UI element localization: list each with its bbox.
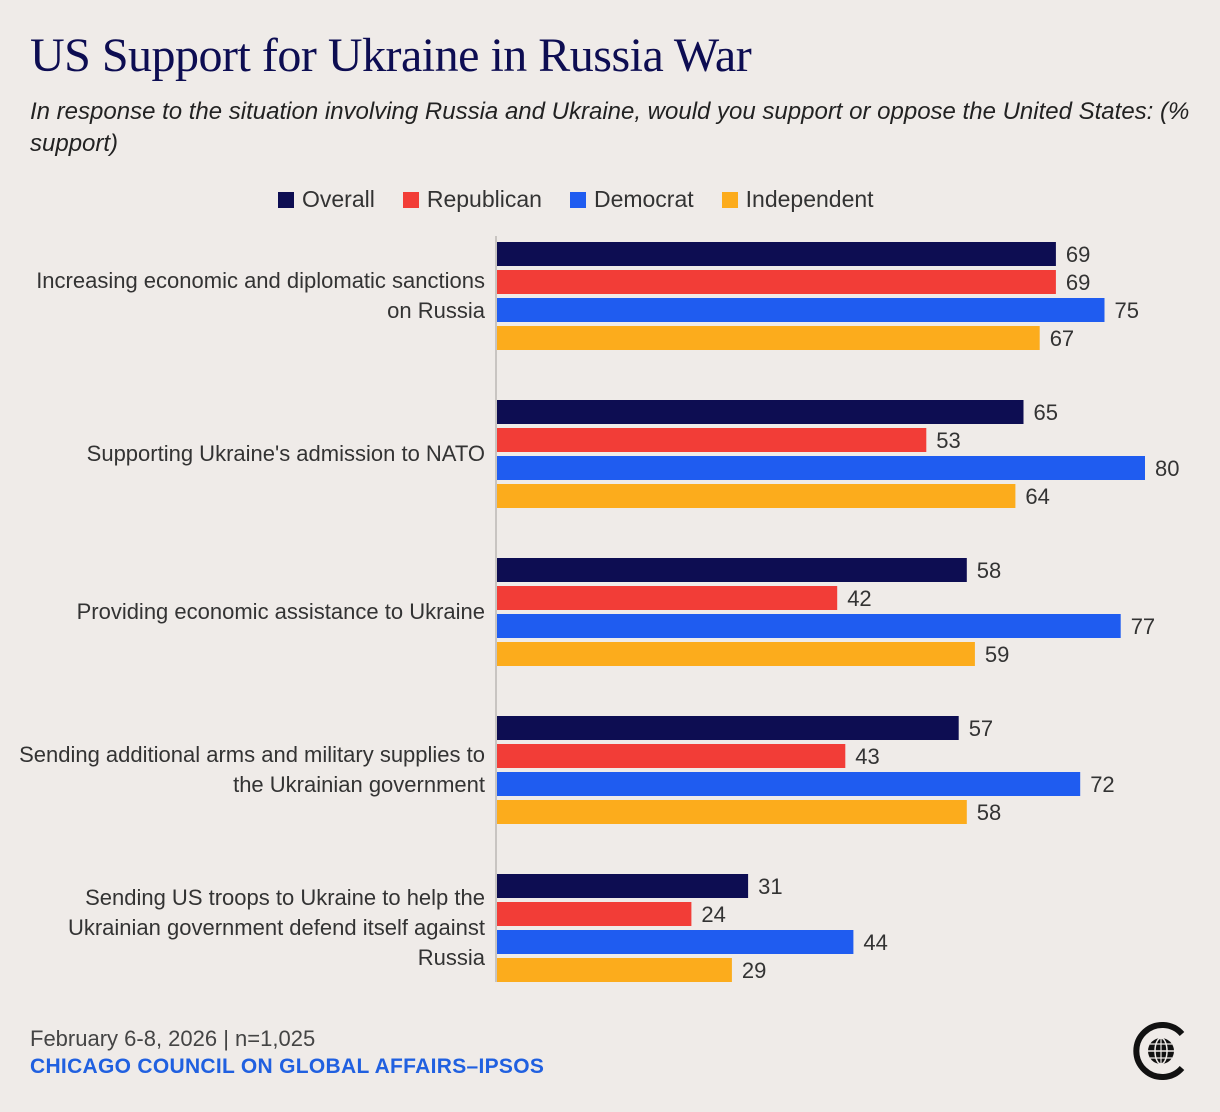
legend-swatch-independent [721, 191, 738, 208]
bar-republican-3 [497, 586, 838, 610]
legend-label-republican: Republican [426, 186, 542, 212]
bar-independent-1 [497, 326, 1040, 350]
legend-swatch-republican [402, 191, 419, 208]
footer-source: CHICAGO COUNCIL ON GLOBAL AFFAIRS–IPSOS [30, 1055, 545, 1078]
data-label-overall-3: 58 [977, 558, 1001, 583]
data-label-democrat-5: 44 [863, 930, 887, 955]
data-label-overall-2: 65 [1034, 400, 1058, 425]
data-label-independent-4: 58 [977, 800, 1001, 825]
legend: Overall Republican Democrat Independent [278, 186, 874, 213]
legend-label-democrat: Democrat [593, 186, 694, 212]
data-label-democrat-1: 75 [1115, 298, 1139, 323]
data-label-republican-2: 53 [936, 428, 960, 453]
data-label-republican-1: 69 [1066, 270, 1090, 295]
data-label-republican-3: 42 [847, 586, 871, 611]
bar-independent-5 [497, 958, 732, 982]
bar-republican-5 [497, 902, 692, 926]
bar-democrat-3 [497, 614, 1121, 638]
category-label-5: Sending US troops to Ukraine to help the… [67, 885, 485, 970]
legend-label-independent: Independent [745, 186, 874, 212]
data-label-republican-5: 24 [701, 902, 725, 927]
bar-democrat-4 [497, 772, 1081, 796]
bar-overall-4 [497, 716, 959, 740]
bar-republican-4 [497, 744, 846, 768]
bar-overall-2 [497, 400, 1024, 424]
data-label-overall-4: 57 [969, 716, 993, 741]
category-label-1: Increasing economic and diplomatic sanct… [36, 268, 485, 323]
legend-item-independent: Independent [721, 186, 874, 213]
bar-independent-3 [497, 642, 975, 666]
data-label-republican-4: 43 [855, 744, 879, 769]
category-label-2: Supporting Ukraine's admission to NATO [86, 441, 485, 466]
data-label-independent-3: 59 [985, 642, 1009, 667]
legend-swatch-democrat [569, 191, 586, 208]
legend-item-republican: Republican [402, 186, 542, 213]
data-label-overall-1: 69 [1066, 242, 1090, 267]
data-label-independent-5: 29 [742, 958, 766, 983]
data-label-independent-1: 67 [1050, 326, 1074, 351]
footer-date: February 6-8, 2026 | n=1,025 [30, 1026, 316, 1051]
bar-republican-1 [497, 270, 1056, 294]
data-label-democrat-4: 72 [1090, 772, 1114, 797]
bar-overall-5 [497, 874, 749, 898]
data-label-democrat-2: 80 [1155, 456, 1179, 481]
chart-subtitle: In response to the situation involving R… [30, 98, 1190, 157]
bar-overall-3 [497, 558, 967, 582]
category-label-3: Providing economic assistance to Ukraine [76, 599, 485, 624]
chart-title: US Support for Ukraine in Russia War [30, 29, 752, 82]
bar-democrat-5 [497, 930, 854, 954]
legend-item-overall: Overall [278, 186, 375, 213]
bar-independent-2 [497, 484, 1016, 508]
category-label-4: Sending additional arms and military sup… [19, 742, 485, 797]
bar-overall-1 [497, 242, 1056, 266]
bar-republican-2 [497, 428, 927, 452]
globe-c-icon [1133, 1022, 1185, 1080]
legend-item-democrat: Democrat [569, 186, 694, 213]
data-label-democrat-3: 77 [1131, 614, 1155, 639]
legend-label-overall: Overall [302, 186, 375, 212]
data-label-independent-2: 64 [1025, 484, 1049, 509]
legend-swatch-overall [278, 191, 294, 208]
data-label-overall-5: 31 [758, 874, 782, 899]
bar-democrat-1 [497, 298, 1105, 322]
bar-democrat-2 [497, 456, 1145, 480]
bar-independent-4 [497, 800, 967, 824]
